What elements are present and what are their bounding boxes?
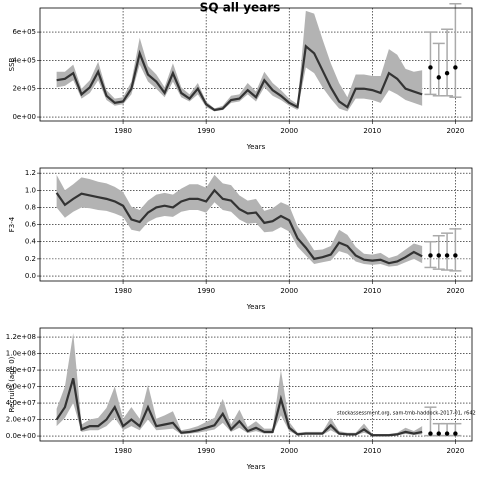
- y-axis-label: Recruits (age 0): [8, 356, 16, 412]
- forecast-point: [436, 431, 441, 436]
- estimate-line: [55, 188, 423, 265]
- x-tick-label: 2020: [446, 127, 464, 135]
- x-tick-label: 2010: [363, 287, 381, 295]
- y-tick-label: 1.0e+08: [6, 350, 36, 358]
- confidence-band: [56, 174, 423, 267]
- chart-title: SQ all years: [200, 1, 281, 15]
- estimate-line: [56, 44, 423, 112]
- y-tick-label: 0.0: [25, 272, 36, 280]
- forecast-point: [436, 253, 441, 258]
- y-tick-label: 1.2e+08: [6, 333, 36, 341]
- estimate-line: [55, 378, 423, 437]
- y-tick-label: 8.0e+07: [6, 366, 36, 374]
- x-tick-label: 1980: [114, 127, 132, 135]
- forecast-point: [444, 253, 450, 258]
- y-tick-label: 1.2: [25, 169, 36, 177]
- forecast-point: [453, 431, 458, 436]
- x-tick-label: 1980: [114, 447, 132, 455]
- confidence-band: [56, 332, 423, 436]
- forecast-point: [444, 431, 450, 436]
- y-tick-label: 6e+05: [12, 28, 36, 36]
- y-axis-label: SSB: [8, 57, 16, 71]
- x-tick-label: 2020: [446, 447, 464, 455]
- y-tick-label: 0e+00: [12, 113, 36, 121]
- x-tick-label: 2010: [363, 447, 381, 455]
- plot-frame: [39, 167, 473, 282]
- x-axis-label: Years: [246, 463, 266, 471]
- y-tick-label: 0.8: [25, 203, 36, 211]
- plot-frame: [39, 327, 473, 442]
- x-tick-label: 1990: [197, 287, 215, 295]
- y-tick-label: 0.4: [25, 238, 37, 246]
- forecast-point: [428, 65, 433, 70]
- forecast-point: [436, 75, 441, 80]
- x-tick-label: 1990: [197, 447, 215, 455]
- y-tick-label: 2e+05: [12, 85, 36, 93]
- x-tick-label: 2010: [363, 127, 381, 135]
- forecast-point: [453, 65, 458, 70]
- x-tick-label: 2020: [446, 287, 464, 295]
- y-axis-label: F3-4: [8, 216, 16, 232]
- y-tick-label: 6.0e+07: [6, 383, 36, 391]
- x-tick-label: 2000: [280, 447, 298, 455]
- x-tick-label: 1980: [114, 287, 132, 295]
- y-tick-label: 4.0e+07: [6, 399, 36, 407]
- forecast-point: [428, 253, 433, 258]
- x-tick-label: 2000: [280, 287, 298, 295]
- x-tick-label: 1990: [197, 127, 215, 135]
- annotation: stockassessment.org, sam-tmb-haddock-201…: [337, 411, 476, 417]
- confidence-band: [56, 10, 423, 112]
- y-tick-label: 0.0e+00: [6, 432, 36, 440]
- y-tick-label: 0.6: [25, 221, 37, 229]
- forecast-point: [453, 253, 458, 258]
- forecast-point: [444, 70, 450, 76]
- plot-frame: [39, 7, 473, 122]
- y-tick-label: 1.0: [25, 186, 36, 194]
- x-tick-label: 2000: [280, 127, 298, 135]
- y-tick-label: 2.0e+07: [6, 416, 36, 424]
- x-axis-label: Years: [246, 303, 266, 311]
- y-tick-label: 0.2: [25, 255, 36, 263]
- y-tick-label: 4e+05: [12, 56, 36, 64]
- x-axis-label: Years: [246, 143, 266, 151]
- forecast-point: [428, 431, 433, 436]
